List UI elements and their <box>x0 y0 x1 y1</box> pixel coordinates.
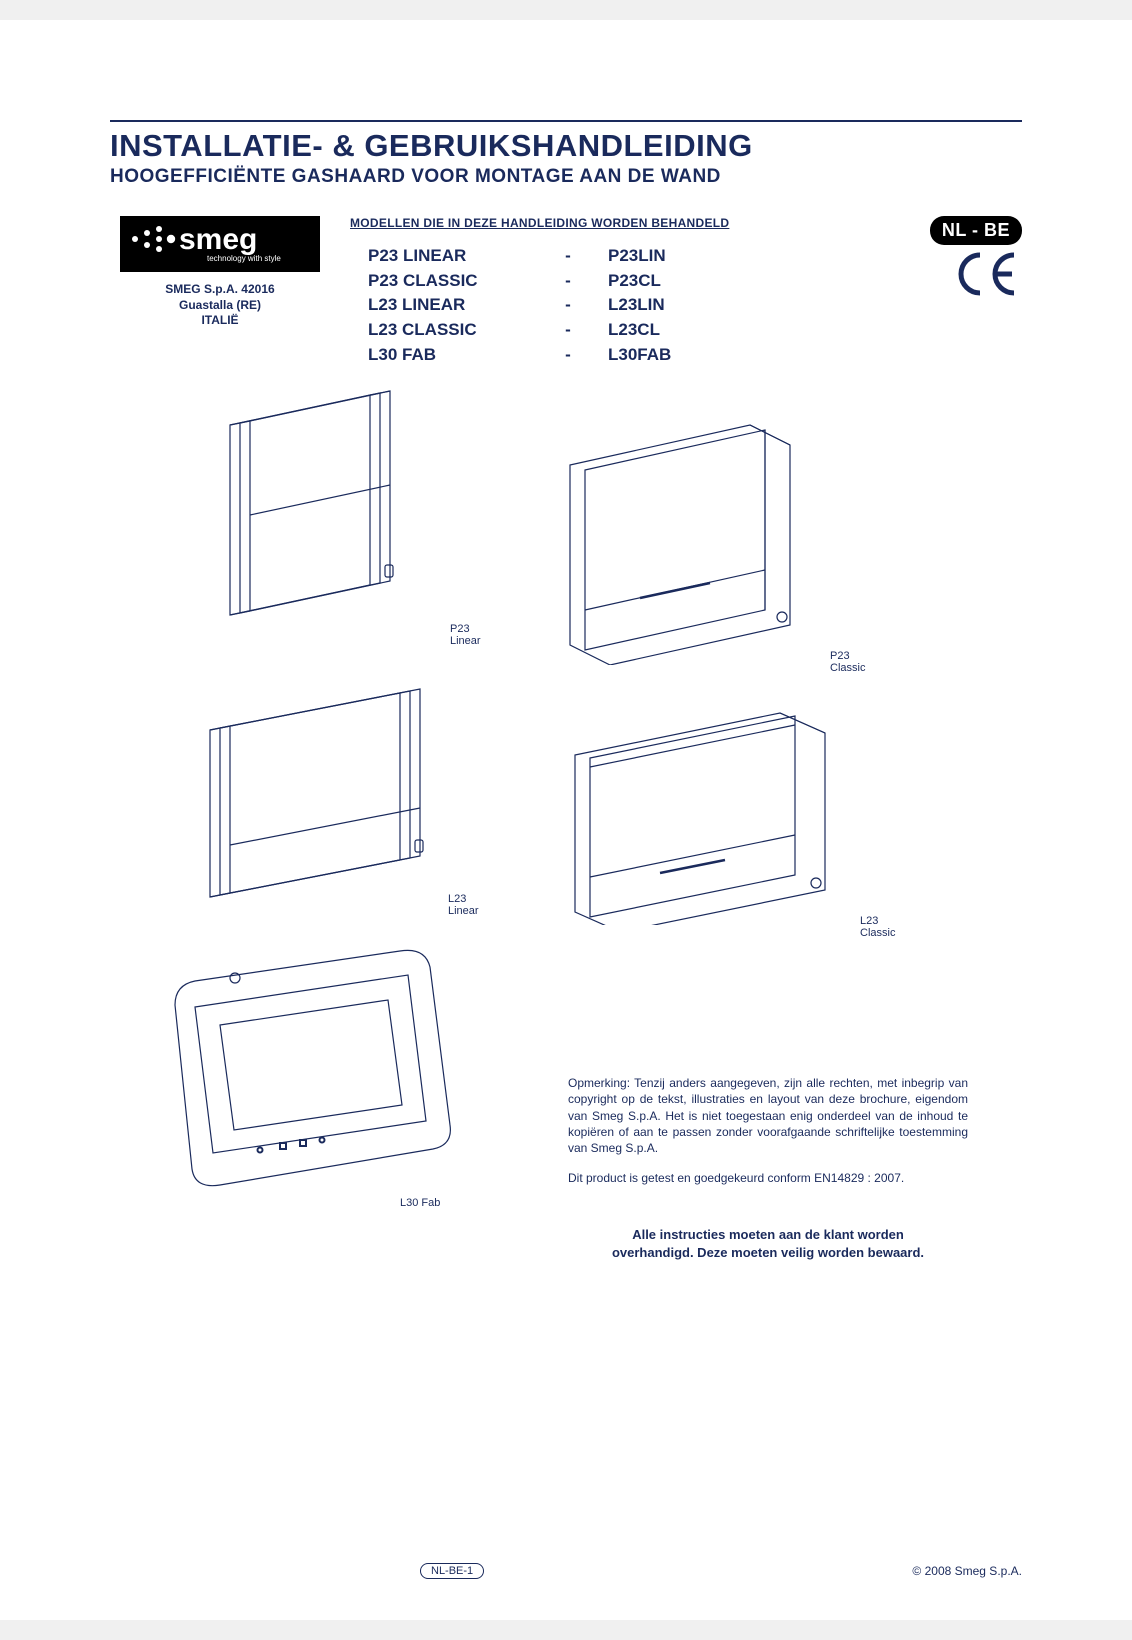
model-row: L23 LINEAR - L23LIN <box>368 293 882 318</box>
figures-area: P23 Linear P23 Classic <box>110 385 1022 1345</box>
model-code: L30FAB <box>608 343 728 368</box>
top-block: smeg technology with style SMEG S.p.A. 4… <box>110 216 1022 367</box>
document-page: INSTALLATIE- & GEBRUIKSHANDLEIDING HOOGE… <box>0 20 1132 1620</box>
company-line-2: Guastalla (RE) <box>110 298 330 314</box>
model-dash: - <box>528 293 608 318</box>
figure-p23-classic: P23 Classic <box>540 415 820 665</box>
model-name: L30 FAB <box>368 343 528 368</box>
top-rule <box>110 120 1022 122</box>
model-dash: - <box>528 318 608 343</box>
model-name: P23 CLASSIC <box>368 269 528 294</box>
models-heading: MODELLEN DIE IN DEZE HANDLEIDING WORDEN … <box>350 216 882 230</box>
company-line-3: ITALIË <box>110 313 330 329</box>
model-dash: - <box>528 244 608 269</box>
logo-column: smeg technology with style SMEG S.p.A. 4… <box>110 216 330 367</box>
model-code: P23CL <box>608 269 728 294</box>
model-dash: - <box>528 343 608 368</box>
models-column: MODELLEN DIE IN DEZE HANDLEIDING WORDEN … <box>350 216 882 367</box>
copyright-notice: Opmerking: Tenzij anders aangegeven, zij… <box>568 1075 968 1156</box>
page-footer: NL-BE-1 © 2008 Smeg S.p.A. <box>110 1564 1022 1578</box>
logo-tagline: technology with style <box>207 254 281 263</box>
model-name: L23 CLASSIC <box>368 318 528 343</box>
standard-notice: Dit product is getest en goedgekeurd con… <box>568 1170 968 1186</box>
footer-copyright: © 2008 Smeg S.p.A. <box>912 1564 1022 1578</box>
notes-block: Opmerking: Tenzij anders aangegeven, zij… <box>568 1075 968 1261</box>
logo-text: smeg <box>179 223 257 256</box>
model-code: P23LIN <box>608 244 728 269</box>
figure-label: L30 Fab <box>400 1197 440 1209</box>
ce-mark-icon <box>902 249 1022 306</box>
model-row: P23 LINEAR - P23LIN <box>368 244 882 269</box>
model-row: L23 CLASSIC - L23CL <box>368 318 882 343</box>
model-dash: - <box>528 269 608 294</box>
company-line-1: SMEG S.p.A. 42016 <box>110 282 330 298</box>
model-row: L30 FAB - L30FAB <box>368 343 882 368</box>
page-subtitle: HOOGEFFICIËNTE GASHAARD VOOR MONTAGE AAN… <box>110 166 1022 188</box>
figure-label: L23 Linear <box>448 893 479 917</box>
model-code: L23CL <box>608 318 728 343</box>
figure-l23-linear: L23 Linear <box>180 685 460 915</box>
model-name: P23 LINEAR <box>368 244 528 269</box>
figure-label: P23 Linear <box>450 623 481 647</box>
figure-p23-linear: P23 Linear <box>190 385 430 645</box>
model-row: P23 CLASSIC - P23CL <box>368 269 882 294</box>
figure-label: L23 Classic <box>860 915 895 939</box>
model-name: L23 LINEAR <box>368 293 528 318</box>
page-title: INSTALLATIE- & GEBRUIKSHANDLEIDING <box>110 128 1022 164</box>
figure-l23-classic: L23 Classic <box>550 705 850 925</box>
instruction-line-2: overhandigd. Deze moeten veilig worden b… <box>568 1244 968 1262</box>
instruction-notice: Alle instructies moeten aan de klant wor… <box>568 1226 968 1261</box>
figure-label: P23 Classic <box>830 650 865 674</box>
page-number-pill: NL-BE-1 <box>420 1563 484 1579</box>
region-badge: NL - BE <box>930 216 1022 245</box>
figure-l30-fab: L30 Fab <box>150 945 470 1205</box>
instruction-line-1: Alle instructies moeten aan de klant wor… <box>568 1226 968 1244</box>
badges-column: NL - BE <box>902 216 1022 367</box>
brand-logo: smeg technology with style <box>120 216 320 272</box>
models-table: P23 LINEAR - P23LIN P23 CLASSIC - P23CL … <box>368 244 882 367</box>
company-address: SMEG S.p.A. 42016 Guastalla (RE) ITALIË <box>110 282 330 329</box>
model-code: L23LIN <box>608 293 728 318</box>
